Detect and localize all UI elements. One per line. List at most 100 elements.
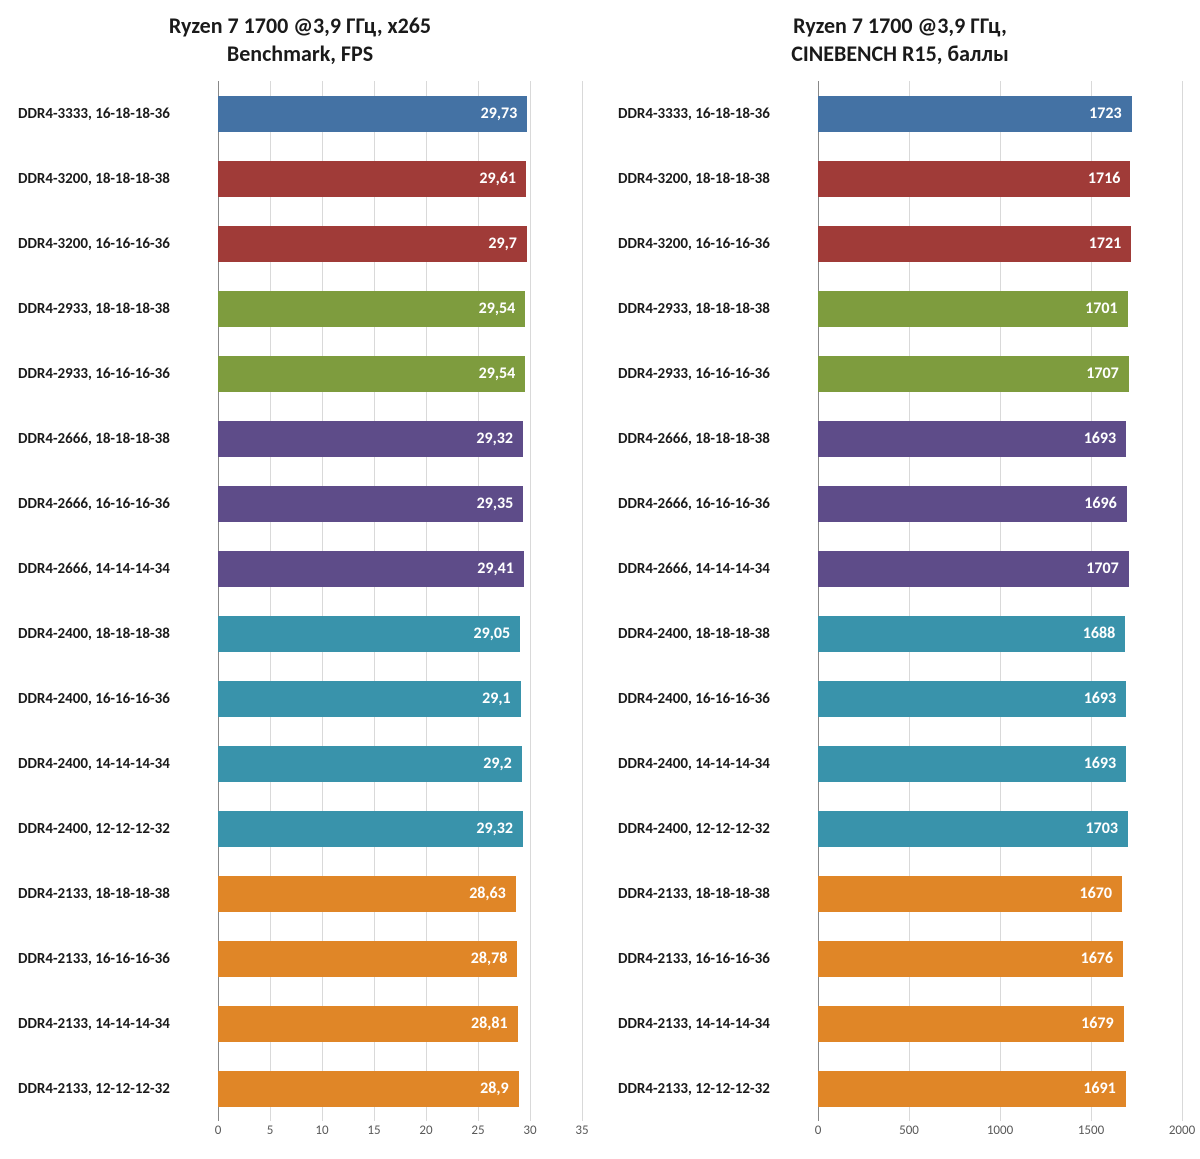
category-label: DDR4-2666, 14-14-14-34 xyxy=(618,560,818,578)
bar-track: 1701 xyxy=(818,276,1182,341)
bar-track: 1721 xyxy=(818,211,1182,276)
bar-row: DDR4-2133, 16-16-16-3628,78 xyxy=(18,926,582,991)
bar: 29,35 xyxy=(218,486,523,522)
category-label: DDR4-2400, 14-14-14-34 xyxy=(18,755,218,773)
chart-title: Ryzen 7 1700 @3,9 ГГц, CINEBENCH R15, ба… xyxy=(618,12,1182,67)
bar-value-label: 28,63 xyxy=(469,884,506,903)
category-label: DDR4-2133, 14-14-14-34 xyxy=(618,1015,818,1033)
bar-row: DDR4-2400, 18-18-18-381688 xyxy=(618,601,1182,666)
category-label: DDR4-2933, 16-16-16-36 xyxy=(618,365,818,383)
bar-row: DDR4-2933, 18-18-18-38 1701 xyxy=(618,276,1182,341)
bar-track: 1688 xyxy=(818,601,1182,666)
bar-track: 29,35 xyxy=(218,471,582,536)
bar-value-label: 29,05 xyxy=(474,624,511,643)
bar-row: DDR4-2933, 16-16-16-361707 xyxy=(618,341,1182,406)
bar-track: 1693 xyxy=(818,666,1182,731)
bar-track: 29,54 xyxy=(218,341,582,406)
category-label: DDR4-2133, 12-12-12-32 xyxy=(618,1080,818,1098)
bar-row: DDR4-2666, 18-18-18-3829,32 xyxy=(18,406,582,471)
bar-track: 28,81 xyxy=(218,991,582,1056)
bar: 1707 xyxy=(818,551,1129,587)
bar-value-label: 29,54 xyxy=(479,299,516,318)
category-label: DDR4-2933, 18-18-18-38 xyxy=(618,300,818,318)
category-label: DDR4-2666, 16-16-16-36 xyxy=(618,495,818,513)
bar: 28,81 xyxy=(218,1006,518,1042)
bar-value-label: 28,81 xyxy=(471,1014,508,1033)
bar-row: DDR4-2933, 18-18-18-38 29,54 xyxy=(18,276,582,341)
bar-track: 28,9 xyxy=(218,1056,582,1121)
bar-value-label: 1693 xyxy=(1084,689,1116,708)
bar: 29,2 xyxy=(218,746,522,782)
bar: 29,7 xyxy=(218,226,527,262)
x-tick: 1500 xyxy=(1078,1123,1104,1138)
bar-row: DDR4-2133, 18-18-18-38 28,63 xyxy=(18,861,582,926)
bar-track: 1679 xyxy=(818,991,1182,1056)
bar-row: DDR4-2933, 16-16-16-3629,54 xyxy=(18,341,582,406)
bar-value-label: 29,35 xyxy=(477,494,514,513)
bar: 29,54 xyxy=(218,356,525,392)
bar-track: 1707 xyxy=(818,536,1182,601)
bar-row: DDR4-3200, 16-16-16-361721 xyxy=(618,211,1182,276)
category-label: DDR4-2933, 18-18-18-38 xyxy=(18,300,218,318)
bar-row: DDR4-2133, 14-14-14-34 1679 xyxy=(618,991,1182,1056)
bar-value-label: 1716 xyxy=(1088,169,1120,188)
bar: 1701 xyxy=(818,291,1128,327)
bar-row: DDR4-2400, 16-16-16-3629,1 xyxy=(18,666,582,731)
bar: 29,05 xyxy=(218,616,520,652)
bar-row: DDR4-2400, 12-12-12-3229,32 xyxy=(18,796,582,861)
x-tick: 0 xyxy=(215,1123,222,1138)
bar-value-label: 1696 xyxy=(1084,494,1116,513)
bar: 1693 xyxy=(818,746,1126,782)
bar-track: 29,2 xyxy=(218,731,582,796)
bar-track: 29,7 xyxy=(218,211,582,276)
bar-row: DDR4-3333, 16-18-18-361723 xyxy=(618,81,1182,146)
bar-row: DDR4-3200, 18-18-18-38 29,61 xyxy=(18,146,582,211)
bar-value-label: 1679 xyxy=(1081,1014,1113,1033)
bar-row: DDR4-2133, 12-12-12-3228,9 xyxy=(18,1056,582,1121)
category-label: DDR4-3333, 16-18-18-36 xyxy=(618,105,818,123)
bar-track: 29,73 xyxy=(218,81,582,146)
bar-row: DDR4-2133, 14-14-14-3428,81 xyxy=(18,991,582,1056)
category-label: DDR4-3200, 16-16-16-36 xyxy=(618,235,818,253)
bar-track: 29,05 xyxy=(218,601,582,666)
bar: 1679 xyxy=(818,1006,1124,1042)
bar-row: DDR4-2666, 14-14-14-341707 xyxy=(618,536,1182,601)
bar-value-label: 1701 xyxy=(1085,299,1117,318)
bar-track: 1693 xyxy=(818,406,1182,471)
category-label: DDR4-2133, 16-16-16-36 xyxy=(618,950,818,968)
category-label: DDR4-3200, 18-18-18-38 xyxy=(18,170,218,188)
category-label: DDR4-2400, 18-18-18-38 xyxy=(618,625,818,643)
bar-value-label: 29,61 xyxy=(479,169,516,188)
bar-track: 1693 xyxy=(818,731,1182,796)
category-label: DDR4-2666, 18-18-18-38 xyxy=(618,430,818,448)
bar: 1688 xyxy=(818,616,1125,652)
bar-row: DDR4-2400, 14-14-14-3429,2 xyxy=(18,731,582,796)
x-tick: 1000 xyxy=(987,1123,1013,1138)
bar-row: DDR4-2400, 12-12-12-321703 xyxy=(618,796,1182,861)
bar: 29,1 xyxy=(218,681,521,717)
bar: 28,78 xyxy=(218,941,517,977)
bar-value-label: 29,32 xyxy=(476,429,513,448)
bar: 29,32 xyxy=(218,811,523,847)
x-tick: 20 xyxy=(419,1123,432,1138)
x-tick: 500 xyxy=(899,1123,919,1138)
bar: 1691 xyxy=(818,1071,1126,1107)
x-tick: 5 xyxy=(267,1123,274,1138)
bar-track: 1723 xyxy=(818,81,1182,146)
bar: 1716 xyxy=(818,161,1130,197)
bar-track: 1676 xyxy=(818,926,1182,991)
bar-row: DDR4-2400, 14-14-14-341693 xyxy=(618,731,1182,796)
category-label: DDR4-2400, 16-16-16-36 xyxy=(18,690,218,708)
bar-row: DDR4-3200, 18-18-18-381716 xyxy=(618,146,1182,211)
bar-value-label: 29,7 xyxy=(488,234,516,253)
category-label: DDR4-2400, 12-12-12-32 xyxy=(618,820,818,838)
x-tick: 25 xyxy=(471,1123,484,1138)
bar-value-label: 29,73 xyxy=(481,104,518,123)
bar-value-label: 28,78 xyxy=(471,949,508,968)
bar: 29,73 xyxy=(218,96,527,132)
bar-value-label: 1693 xyxy=(1084,754,1116,773)
bar-track: 1670 xyxy=(818,861,1182,926)
bar-track: 29,32 xyxy=(218,796,582,861)
category-label: DDR4-2133, 18-18-18-38 xyxy=(18,885,218,903)
bar-row: DDR4-2133, 16-16-16-361676 xyxy=(618,926,1182,991)
